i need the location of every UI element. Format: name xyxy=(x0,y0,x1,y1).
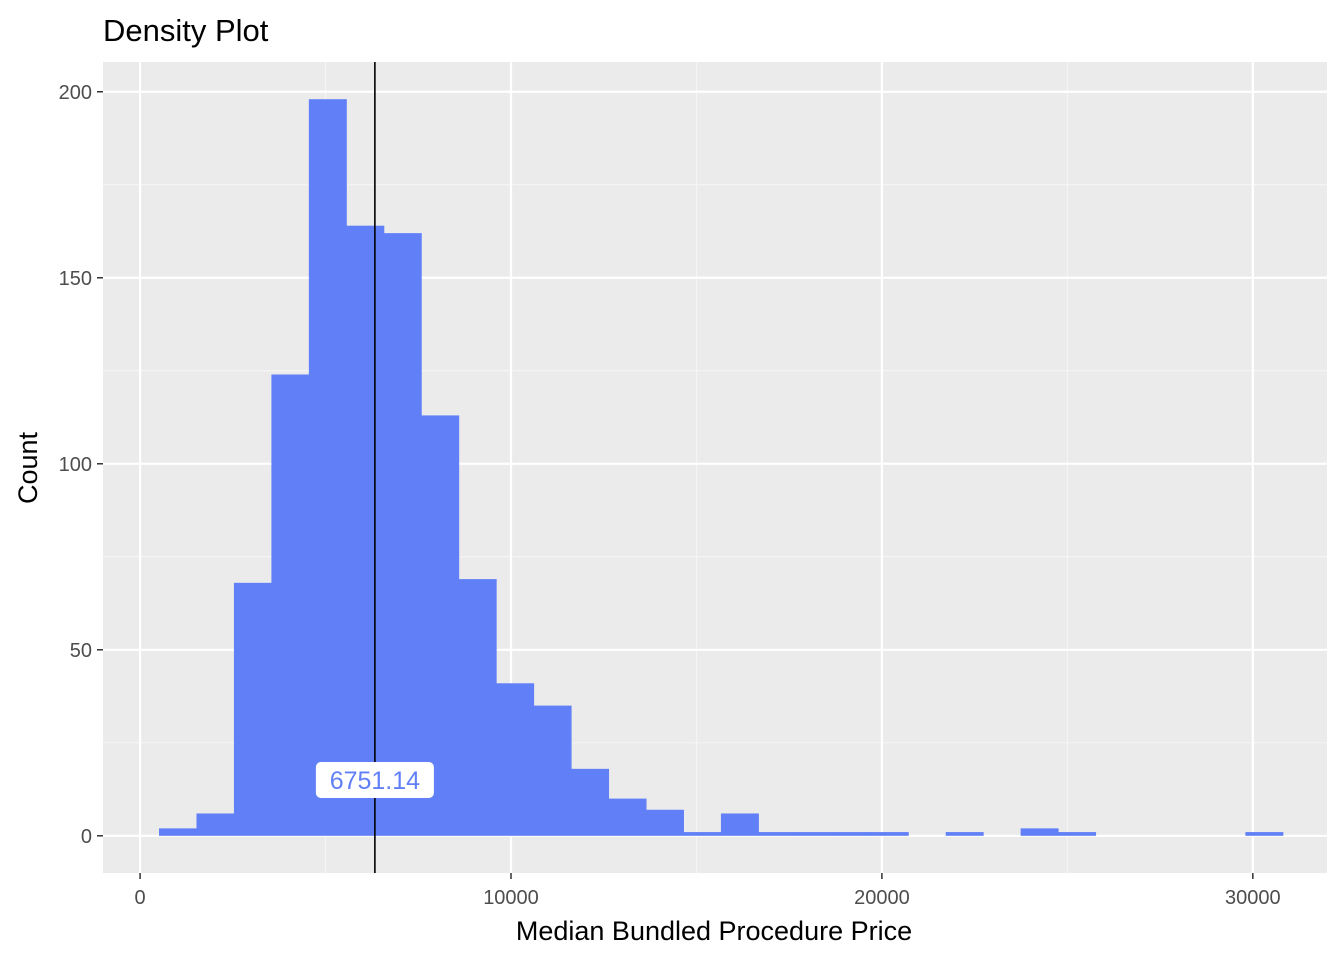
histogram-bar xyxy=(758,832,797,836)
x-axis-ticks: 0 10000 20000 30000 xyxy=(135,873,1281,909)
major-gridlines xyxy=(103,62,1327,873)
x-tick-label: 30000 xyxy=(1225,887,1281,909)
value-annotation: 6751.14 xyxy=(315,761,434,798)
histogram-bar xyxy=(159,828,197,836)
y-axis-ticks: 0 50 100 150 200 xyxy=(59,82,103,848)
y-tick-label: 0 xyxy=(81,826,92,848)
histogram-bar xyxy=(1245,832,1284,836)
histogram-bar xyxy=(833,832,872,836)
histogram-bar xyxy=(458,579,497,836)
histogram-bar xyxy=(683,832,722,836)
histogram-bar xyxy=(1020,828,1059,836)
histogram-bar xyxy=(608,798,647,836)
histogram-bar xyxy=(870,832,909,836)
histogram-bar xyxy=(233,582,272,836)
histogram-bar xyxy=(945,832,984,836)
histogram-bar xyxy=(1058,832,1097,836)
histogram-bar xyxy=(720,813,759,836)
y-axis-title: Count xyxy=(13,431,43,504)
x-tick-label: 0 xyxy=(135,887,146,909)
y-tick-label: 100 xyxy=(59,454,92,476)
annotation-label-box xyxy=(315,761,434,798)
y-tick-label: 50 xyxy=(70,640,92,662)
histogram-bars xyxy=(159,99,1284,836)
annotation-label: 6751.14 xyxy=(330,767,420,795)
histogram-bar xyxy=(196,813,235,836)
y-tick-label: 200 xyxy=(59,82,92,104)
chart-title: Density Plot xyxy=(103,13,269,48)
histogram-bar xyxy=(308,99,347,836)
histogram-bar xyxy=(271,374,310,836)
histogram-bar xyxy=(346,225,385,836)
histogram-bar xyxy=(496,683,535,836)
x-axis-title: Median Bundled Procedure Price xyxy=(516,916,912,946)
histogram-bar xyxy=(795,832,834,836)
histogram-bar xyxy=(533,705,572,836)
x-tick-label: 10000 xyxy=(483,887,539,909)
histogram-bar xyxy=(646,809,684,836)
histogram-bar xyxy=(571,768,610,836)
histogram-bar xyxy=(383,233,422,836)
x-tick-label: 20000 xyxy=(854,887,910,909)
y-tick-label: 150 xyxy=(59,268,92,290)
